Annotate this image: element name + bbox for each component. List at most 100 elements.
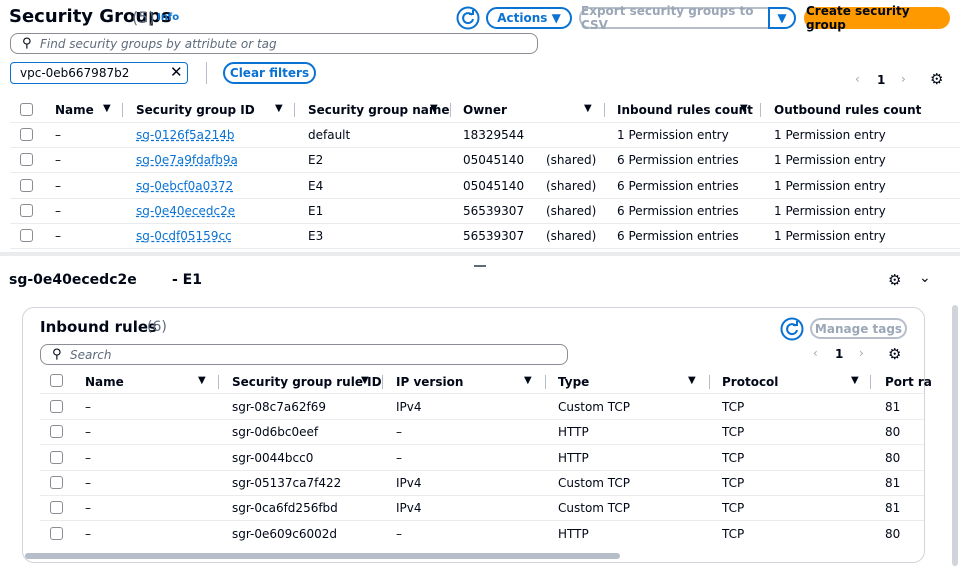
sort-icon[interactable]: ▼ (198, 375, 206, 386)
sort-icon[interactable]: ▼ (688, 375, 696, 386)
column-header: Name (85, 375, 124, 389)
select-all[interactable] (50, 374, 63, 387)
group-id-link[interactable]: sg-0e7a9fdafb9a (136, 153, 238, 168)
cell: 81 (885, 400, 901, 414)
sort-icon[interactable]: ▼ (740, 103, 748, 114)
cell: – (396, 425, 402, 440)
row-checkbox[interactable] (50, 400, 63, 413)
refresh-button[interactable] (456, 6, 480, 30)
cell: 1 Permission entry (774, 128, 886, 142)
group-id-link[interactable]: sg-0ebcf0a0372 (136, 178, 234, 193)
settings[interactable]: ⚙ (930, 70, 944, 88)
cell: 05045140 (463, 178, 525, 193)
column-header: Security group name (308, 103, 450, 117)
column-separator (604, 103, 605, 117)
row-checkbox[interactable] (20, 229, 33, 243)
column-separator (870, 375, 871, 389)
inbound-search[interactable] (40, 344, 568, 365)
manage-tags-button[interactable]: Manage tags (810, 318, 907, 339)
create-button[interactable]: Create security group (804, 4, 950, 32)
info-link[interactable]: Info (157, 12, 180, 23)
cell: 56539307 (463, 203, 525, 218)
row-checkbox[interactable] (20, 128, 33, 141)
cell: IPv4 (396, 501, 422, 516)
prev-page[interactable]: ‹ (813, 346, 818, 360)
row-checkbox[interactable] (50, 475, 63, 489)
cell: 1 Permission entry (774, 178, 886, 193)
cell: – (85, 475, 91, 490)
cell: TCP (722, 400, 745, 414)
sort-icon[interactable]: ▼ (584, 103, 592, 114)
row-checkbox[interactable] (50, 450, 63, 464)
divider (206, 62, 207, 84)
cell: sgr-0e609c6002d (232, 526, 338, 541)
group-id-link[interactable]: sg-0126f5a214b (136, 128, 235, 142)
page-scrollbar[interactable] (952, 305, 958, 566)
inbound-search-placeholder: Search (70, 348, 112, 362)
cell: E1 (308, 203, 324, 218)
search-box[interactable] (10, 33, 538, 54)
collapse[interactable]: ⌄ (919, 270, 931, 286)
cell: 1 Permission entry (774, 229, 886, 244)
cell: sgr-08c7a62f69 (232, 400, 326, 414)
row-divider (40, 520, 924, 522)
filter-token-text: vpc-0eb667987b2 (20, 66, 130, 80)
page-number[interactable]: 1 (835, 347, 844, 361)
table-scrollbar[interactable] (25, 553, 620, 559)
export-button[interactable]: Export security groups to CSV (579, 4, 770, 32)
sort-icon[interactable]: ▼ (524, 375, 532, 386)
inbound-refresh[interactable] (780, 317, 804, 341)
cell: TCP (722, 475, 745, 490)
sort-icon[interactable]: ▼ (361, 375, 369, 386)
label: Manage tags (814, 321, 903, 336)
next-page[interactable]: › (901, 72, 906, 86)
cell: default (308, 128, 351, 142)
cell: (shared) (546, 178, 597, 193)
sort-icon[interactable]: ▼ (103, 103, 111, 114)
cell: Custom TCP (558, 501, 631, 516)
next-page[interactable]: › (859, 346, 864, 360)
sort-icon[interactable]: ▼ (430, 103, 438, 114)
inbound-panel (22, 307, 925, 563)
label: Export security groups to CSV (581, 4, 754, 32)
split-handle[interactable] (474, 265, 486, 267)
row-checkbox[interactable] (50, 526, 63, 540)
detail-settings[interactable]: ⚙ (888, 271, 902, 289)
prev-page[interactable]: ‹ (855, 72, 860, 86)
sort-icon[interactable]: ▼ (275, 103, 283, 114)
row-checkbox[interactable] (20, 153, 33, 167)
cell: – (55, 178, 61, 193)
cell: Custom TCP (558, 400, 631, 414)
row-checkbox[interactable] (20, 203, 33, 217)
group-id-link[interactable]: sg-0cdf05159cc (136, 229, 232, 244)
row-checkbox[interactable] (20, 178, 33, 192)
inbound-settings[interactable]: ⚙ (888, 345, 902, 363)
cell: IPv4 (396, 475, 422, 490)
column-header: Security group rule ID (232, 375, 382, 389)
clear-filters-button[interactable]: Clear filters (223, 62, 316, 84)
cell: E3 (308, 229, 324, 244)
column-separator (218, 375, 219, 389)
column-separator (709, 375, 710, 389)
cell: 05045140 (463, 153, 525, 168)
cell: – (55, 128, 61, 142)
export-dropdown[interactable]: ▼ (768, 7, 796, 29)
actions-button[interactable]: Actions ▼ (486, 7, 572, 29)
detail-title: sg-0e40ecedc2e (9, 272, 137, 288)
cell: – (85, 425, 91, 440)
row-checkbox[interactable] (50, 425, 63, 439)
column-header: Inbound rules count (617, 103, 753, 117)
select-all[interactable] (20, 103, 33, 116)
cell: (shared) (546, 153, 597, 168)
inbound-title: Inbound rules (40, 318, 157, 336)
remove-filter[interactable]: ✕ (170, 63, 183, 81)
page-number[interactable]: 1 (877, 73, 886, 87)
row-checkbox[interactable] (50, 501, 63, 515)
cell: – (85, 450, 91, 465)
search-icon: ⚲ (52, 347, 62, 362)
cell: (shared) (546, 229, 597, 244)
sort-icon[interactable]: ▼ (851, 375, 859, 386)
group-id-link[interactable]: sg-0e40ecedc2e (136, 203, 236, 218)
column-header: Protocol (722, 375, 779, 389)
